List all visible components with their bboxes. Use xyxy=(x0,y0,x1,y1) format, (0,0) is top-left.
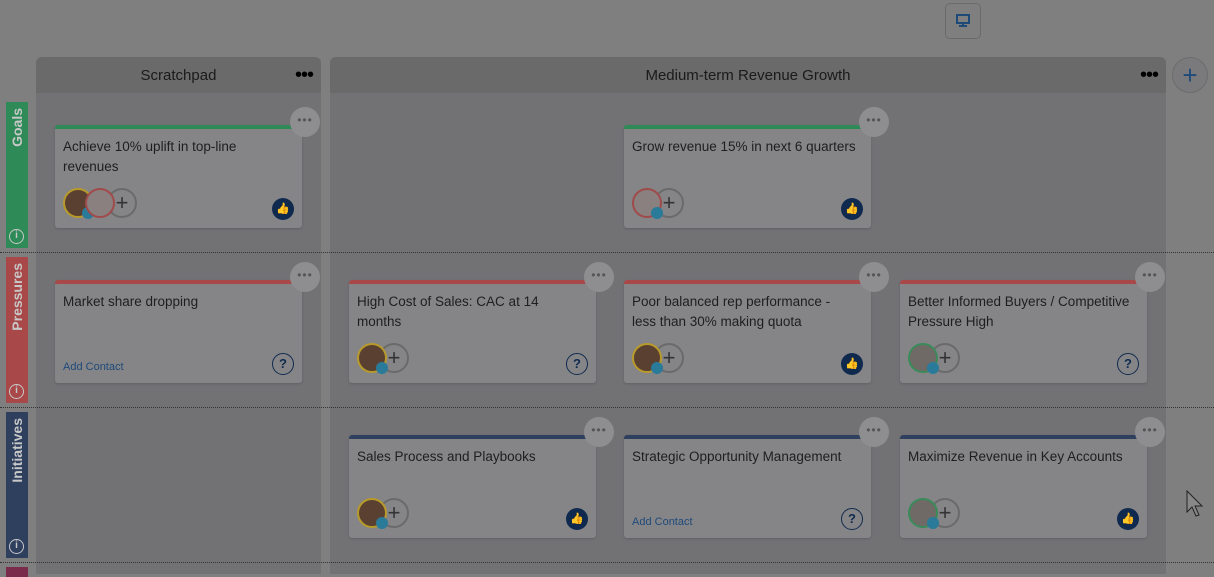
lane-label: Goals xyxy=(9,108,25,147)
thumbs-up-icon[interactable]: 👍 xyxy=(566,508,588,530)
avatar[interactable] xyxy=(908,343,939,374)
card-pressure[interactable]: Market share dropping ••• Add Contact ? xyxy=(55,262,320,383)
card-title: Poor balanced rep performance - less tha… xyxy=(632,294,831,329)
card-goal[interactable]: Grow revenue 15% in next 6 quarters ••• … xyxy=(624,107,889,228)
question-icon[interactable]: ? xyxy=(1117,353,1139,375)
add-contact-link[interactable]: Add Contact xyxy=(63,361,124,373)
info-icon[interactable]: i xyxy=(9,384,24,399)
presentation-button[interactable] xyxy=(945,3,981,39)
card-pressure[interactable]: Poor balanced rep performance - less tha… xyxy=(624,262,889,383)
card-menu-button[interactable]: ••• xyxy=(859,417,889,447)
avatar[interactable] xyxy=(632,188,663,219)
card-title: Maximize Revenue in Key Accounts xyxy=(908,449,1123,464)
card-menu-button[interactable]: ••• xyxy=(290,262,320,292)
info-icon[interactable]: i xyxy=(9,539,24,554)
lane-divider xyxy=(0,562,1214,563)
thumbs-up-icon[interactable]: 👍 xyxy=(272,198,294,220)
card-pressure[interactable]: Better Informed Buyers / Competitive Pre… xyxy=(900,262,1165,383)
card-menu-button[interactable]: ••• xyxy=(859,107,889,137)
lane-goals[interactable]: Goals i xyxy=(6,102,28,248)
card-goal[interactable]: Achieve 10% uplift in top-line revenues … xyxy=(55,107,320,228)
card-initiative[interactable]: Sales Process and Playbooks ••• + 👍 xyxy=(349,417,614,538)
card-menu-button[interactable]: ••• xyxy=(1135,417,1165,447)
add-column-button[interactable]: + xyxy=(1172,57,1208,93)
avatar[interactable] xyxy=(908,498,939,529)
thumbs-up-icon[interactable]: 👍 xyxy=(1117,508,1139,530)
card-title: Sales Process and Playbooks xyxy=(357,449,536,464)
column-title: Scratchpad xyxy=(140,66,217,84)
monitor-icon xyxy=(956,14,970,27)
mouse-cursor-icon xyxy=(1186,490,1204,517)
card-menu-button[interactable]: ••• xyxy=(290,107,320,137)
thumbs-up-icon[interactable]: 👍 xyxy=(841,198,863,220)
column-title: Medium-term Revenue Growth xyxy=(645,66,851,84)
card-title: Market share dropping xyxy=(63,294,199,309)
question-icon[interactable]: ? xyxy=(841,508,863,530)
column-menu-button[interactable]: ••• xyxy=(294,64,314,86)
card-pressure[interactable]: High Cost of Sales: CAC at 14 months •••… xyxy=(349,262,614,383)
lane-initiatives[interactable]: Initiatives i xyxy=(6,412,28,558)
lane-label: Initiatives xyxy=(9,418,25,483)
card-menu-button[interactable]: ••• xyxy=(584,262,614,292)
lane-pressures[interactable]: Pressures i xyxy=(6,257,28,403)
avatar[interactable] xyxy=(357,343,388,374)
card-title: Achieve 10% uplift in top-line revenues xyxy=(63,139,237,174)
card-title: Better Informed Buyers / Competitive Pre… xyxy=(908,294,1130,329)
add-contact-link[interactable]: Add Contact xyxy=(632,516,693,528)
info-icon[interactable]: i xyxy=(9,229,24,244)
avatar[interactable] xyxy=(357,498,388,529)
card-menu-button[interactable]: ••• xyxy=(1135,262,1165,292)
card-initiative[interactable]: Strategic Opportunity Management ••• Add… xyxy=(624,417,889,538)
lane-divider xyxy=(0,407,1214,408)
lane-divider xyxy=(0,252,1214,253)
column-menu-button[interactable]: ••• xyxy=(1139,64,1159,86)
lane-next[interactable] xyxy=(6,567,28,577)
question-icon[interactable]: ? xyxy=(272,353,294,375)
card-menu-button[interactable]: ••• xyxy=(584,417,614,447)
thumbs-up-icon[interactable]: 👍 xyxy=(841,353,863,375)
card-initiative[interactable]: Maximize Revenue in Key Accounts ••• + 👍 xyxy=(900,417,1165,538)
avatar[interactable] xyxy=(85,188,115,218)
avatar[interactable] xyxy=(632,343,663,374)
lane-label: Pressures xyxy=(9,263,25,331)
card-title: Strategic Opportunity Management xyxy=(632,449,842,464)
card-title: High Cost of Sales: CAC at 14 months xyxy=(357,294,539,329)
card-menu-button[interactable]: ••• xyxy=(859,262,889,292)
card-title: Grow revenue 15% in next 6 quarters xyxy=(632,139,856,154)
question-icon[interactable]: ? xyxy=(566,353,588,375)
